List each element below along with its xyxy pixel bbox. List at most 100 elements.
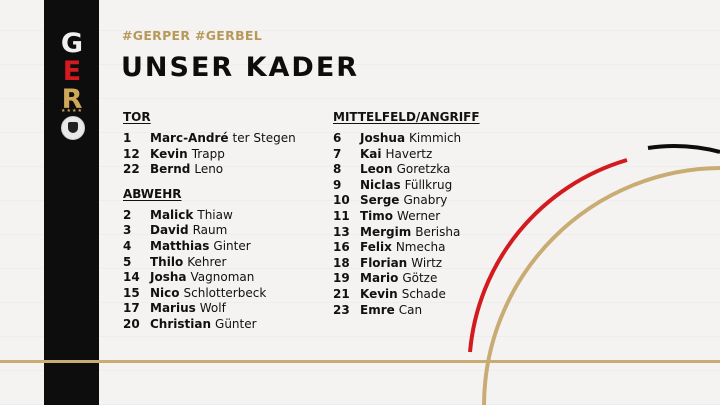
player-last-name: Wirtz [411,255,443,270]
player-last-name: Raum [192,223,228,238]
player-first-name: Emre [360,302,395,317]
player-row: 1 Marc-André ter Stegen [123,131,296,147]
player-row: 12 Kevin Trapp [123,147,296,163]
page-title: UNSER KADER [121,52,360,83]
black-arc [647,144,720,154]
player-first-name: David [150,223,189,238]
player-last-name: Can [398,302,423,317]
player-last-name: Günter [215,316,257,331]
player-last-name: Schade [401,286,446,301]
player-row: 14 Josha Vagnoman [123,270,296,286]
right-column: MITTELFELD/ANGRIFF 6 Joshua Kimmich 7 Kai Hav… [333,110,480,318]
player-row: 4 Matthias Ginter [123,239,296,255]
player-number: 1 [123,131,132,145]
player-number: 16 [333,240,350,255]
player-number: 14 [123,270,140,285]
player-first-name: Joshua [360,131,406,145]
player-first-name: Florian [360,255,408,270]
player-list-mittelfeld: 6 Joshua Kimmich 7 Kai Havertz 8 Leon Goretzka 9 N… [333,131,480,318]
player-first-name: Kevin [150,146,188,161]
crest-stars-icon: ★★★★ [61,108,83,114]
player-last-name: Werner [397,208,441,223]
player-last-name: Nmecha [395,240,446,255]
section-heading-tor: TOR [123,110,151,124]
player-row: 13 Mergim Berisha [333,225,480,241]
player-first-name: Bernd [150,162,191,177]
player-row: 10 Serge Gnabry [333,193,480,209]
player-last-name: Schlotterbeck [183,285,267,300]
player-number: 19 [333,271,350,286]
gold-horizontal-line [0,360,720,363]
player-number: 17 [123,301,140,316]
player-row: 7 Kai Havertz [333,147,480,163]
player-row: 23 Emre Can [333,303,480,319]
player-last-name: Götze [402,271,438,286]
player-number: 20 [123,316,140,331]
player-row: 21 Kevin Schade [333,287,480,303]
player-number: 13 [333,224,350,239]
red-arc [468,158,628,353]
section-heading-abwehr: ABWEHR [123,186,182,201]
gold-circle-arc [482,166,720,405]
player-number: 6 [333,131,342,145]
player-first-name: Timo [360,208,394,223]
player-first-name: Niclas [360,177,401,192]
player-number: 11 [333,208,350,223]
player-last-name: Füllkrug [404,177,453,192]
player-row: 8 Leon Goretzka [333,162,480,178]
player-row: 2 Malick Thiaw [123,208,296,224]
player-number: 15 [123,285,140,300]
logo-letter-r: R [61,84,83,115]
ger-logo: G E R [57,30,87,114]
player-first-name: Christian [150,316,212,331]
player-first-name: Thilo [150,254,184,269]
player-first-name: Mario [360,271,399,286]
player-list-tor: 1 Marc-André ter Stegen 12 Kevin Trapp 22 Bernd… [123,131,296,178]
player-number: 23 [333,302,350,317]
player-row: 22 Bernd Leno [123,162,296,178]
player-number: 21 [333,286,350,301]
player-last-name: Goretzka [396,162,451,177]
player-last-name: Thiaw [197,207,233,222]
section-heading-mittelfeld: MITTELFELD/ANGRIFF [333,110,480,124]
player-last-name: Kimmich [409,131,462,145]
left-column: TOR 1 Marc-André ter Stegen 12 Kevin Trapp 22 B… [123,110,296,333]
player-number: 5 [123,254,132,269]
player-list-abwehr: 2 Malick Thiaw 3 David Raum 4 Matthias Ginter 5 Th… [123,208,296,333]
player-row: 3 David Raum [123,223,296,239]
player-number: 9 [333,177,342,192]
logo-letter-e: E [62,56,82,87]
player-number: 3 [123,223,132,238]
player-row: 15 Nico Schlotterbeck [123,286,296,302]
player-first-name: Kevin [360,286,398,301]
dfb-crest-icon [61,116,85,140]
side-black-bar [44,0,99,405]
player-last-name: Havertz [385,146,433,161]
player-first-name: Marc-André [150,131,229,145]
player-number: 4 [123,238,132,253]
logo-letter-g: G [60,28,84,59]
player-row: 6 Joshua Kimmich [333,131,480,147]
player-row: 20 Christian Günter [123,317,296,333]
player-row: 17 Marius Wolf [123,301,296,317]
player-row: 9 Niclas Füllkrug [333,178,480,194]
player-last-name: Kehrer [187,254,227,269]
player-number: 2 [123,207,132,222]
player-last-name: Gnabry [403,193,448,208]
player-first-name: Josha [150,270,187,285]
player-last-name: Berisha [415,224,461,239]
player-row: 18 Florian Wirtz [333,256,480,272]
player-last-name: Vagnoman [190,270,255,285]
player-row: 5 Thilo Kehrer [123,255,296,271]
player-row: 11 Timo Werner [333,209,480,225]
player-first-name: Kai [360,146,382,161]
player-last-name: Wolf [199,301,226,316]
player-first-name: Mergim [360,224,412,239]
player-first-name: Marius [150,301,196,316]
player-number: 7 [333,146,342,161]
player-first-name: Serge [360,193,400,208]
player-last-name: ter Stegen [232,131,296,145]
player-number: 10 [333,193,350,208]
player-first-name: Nico [150,285,180,300]
